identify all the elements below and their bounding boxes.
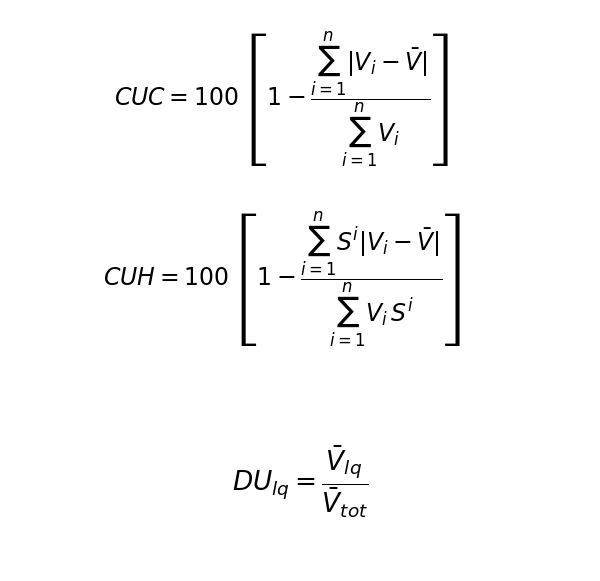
Text: $CUH = 100\left[1 - \dfrac{\sum_{i=1}^{n} S^i|V_i - \bar{V}|}{\sum_{i=1}^{n} V_i: $CUH = 100\left[1 - \dfrac{\sum_{i=1}^{n…: [103, 209, 461, 349]
Text: $CUC = 100\left[1 - \dfrac{\sum_{i=1}^{n}|V_i - \bar{V}|}{\sum_{i=1}^{n} V_i}\ri: $CUC = 100\left[1 - \dfrac{\sum_{i=1}^{n…: [115, 29, 449, 168]
Text: $DU_{lq} = \dfrac{\bar{V}_{lq}}{\bar{V}_{tot}}$: $DU_{lq} = \dfrac{\bar{V}_{lq}}{\bar{V}_…: [232, 444, 368, 521]
